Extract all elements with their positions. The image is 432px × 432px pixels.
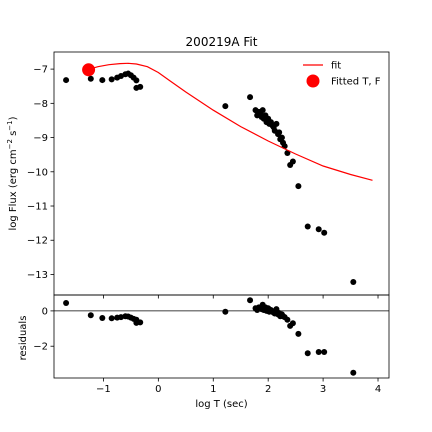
flux-point: [350, 278, 357, 285]
flux-point: [289, 158, 296, 165]
residuals-panel: −2 0 −1 0 1 2 3 4 residuals log T (sec): [18, 294, 390, 410]
residuals-data-points: [63, 297, 357, 376]
residual-point: [350, 369, 357, 376]
legend-fitted-label: Fitted T, F: [331, 77, 381, 88]
x-tick-label: 4: [375, 384, 381, 395]
flux-y-tick-label: −11: [27, 202, 48, 213]
flux-point: [133, 77, 140, 84]
residuals-y-ticks: −2 0: [33, 306, 54, 353]
residual-point: [108, 315, 115, 322]
flux-y-tick-label: −10: [27, 167, 48, 178]
flux-y-tick-label: −7: [33, 65, 48, 76]
x-tick-label: 3: [320, 384, 326, 395]
residuals-y-tick-label: 0: [42, 306, 48, 317]
legend: fit Fitted T, F: [303, 61, 381, 88]
residual-point: [284, 316, 291, 323]
flux-panel: 200219A Fit −13 −12 −11 −10 −9 −8 −7 log Flux …: [6, 35, 390, 299]
x-tick-label: 0: [155, 384, 161, 395]
residual-point: [63, 299, 70, 306]
flux-point: [137, 83, 144, 90]
residual-point: [99, 314, 106, 321]
residual-point: [321, 349, 328, 356]
x-axis-label: log T (sec): [195, 399, 247, 410]
flux-point: [99, 77, 106, 84]
flux-x-ticks: [103, 295, 379, 299]
flux-y-tick-label: −9: [33, 133, 48, 144]
flux-y-tick-label: −8: [33, 99, 48, 110]
residuals-y-tick-label: −2: [33, 342, 48, 353]
residual-point: [87, 312, 94, 319]
flux-point: [247, 94, 254, 101]
flux-point: [63, 77, 70, 84]
legend-fit-label: fit: [331, 61, 341, 72]
fitted-t-f-marker: [82, 63, 96, 77]
flux-point: [276, 129, 283, 136]
residual-point: [295, 330, 302, 337]
flux-point: [278, 134, 285, 141]
flux-point: [295, 183, 302, 190]
flux-point: [87, 75, 94, 82]
flux-point: [321, 229, 328, 236]
residual-point: [315, 349, 322, 356]
flux-point: [304, 223, 311, 230]
residuals-x-ticks: −1 0 1 2 3 4: [96, 378, 381, 395]
x-tick-label: −1: [96, 384, 111, 395]
flux-point: [315, 226, 322, 233]
legend-fitted-swatch: [306, 74, 320, 88]
flux-y-axis-label: log Flux (erg cm−2 s−1): [6, 116, 19, 230]
x-tick-label: 1: [210, 384, 216, 395]
flux-y-tick-label: −13: [27, 270, 48, 281]
flux-point: [273, 120, 280, 127]
residual-point: [137, 319, 144, 326]
flux-point: [222, 103, 229, 110]
flux-data-points: [63, 70, 357, 285]
chart-title: 200219A Fit: [186, 35, 258, 49]
residual-point: [304, 350, 311, 357]
flux-point: [259, 107, 266, 114]
residual-point: [247, 297, 254, 304]
flux-point: [108, 76, 115, 83]
flux-y-tick-label: −12: [27, 236, 48, 247]
flux-y-ticks: −13 −12 −11 −10 −9 −8 −7: [27, 65, 54, 281]
fit-line: [89, 62, 373, 181]
residual-point: [289, 320, 296, 327]
x-tick-label: 2: [265, 384, 271, 395]
residuals-plot-frame: [53, 294, 390, 379]
residuals-y-axis-label: residuals: [18, 316, 29, 361]
residual-point: [222, 308, 229, 315]
